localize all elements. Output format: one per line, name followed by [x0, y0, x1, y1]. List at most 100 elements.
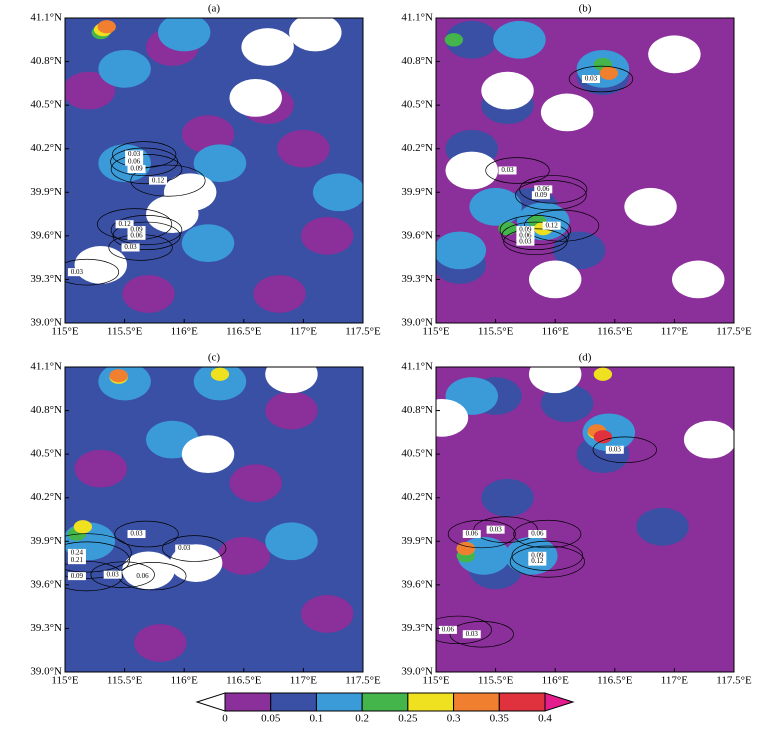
contour-label-bg [133, 572, 152, 581]
field-patch [265, 367, 318, 394]
x-tick-label: 117.5°E [345, 326, 381, 338]
field-patch [265, 522, 318, 561]
contour-label-bg [127, 165, 146, 174]
contour-label: 0.06 [531, 530, 544, 538]
x-tick-label: 115°E [422, 675, 449, 687]
contour-line [112, 221, 181, 251]
contour-label: 0.06 [537, 185, 550, 193]
y-tick-label: 39.9°N [401, 535, 433, 547]
field-patch [593, 430, 613, 444]
y-tick-label: 39.6°N [401, 578, 433, 590]
x-tick-label: 115.5°E [478, 675, 514, 687]
x-tick-label: 117°E [661, 675, 688, 687]
contour-label-bg [175, 544, 194, 553]
field-patch [683, 420, 734, 459]
contour-label: 0.12 [545, 221, 558, 229]
contour-label-bg [438, 625, 457, 634]
y-tick-label: 40.5°N [30, 99, 62, 111]
contour-label-bg [103, 570, 122, 579]
field-patch [301, 595, 354, 633]
field-patch [301, 216, 354, 255]
contour-label-bg [534, 185, 553, 194]
field-patch [74, 246, 127, 284]
field-patch [169, 544, 223, 582]
colorbar-label: 0.4 [538, 713, 552, 725]
field-patch [624, 187, 677, 226]
field-patch [289, 18, 342, 52]
y-tick-label: 40.8°N [401, 404, 433, 416]
field-patch [444, 33, 464, 47]
colorbar-label: 0.2 [355, 713, 369, 725]
contour-line [449, 620, 514, 648]
colorbar-label: 0.1 [310, 713, 324, 725]
contour-label: 0.06 [128, 157, 141, 165]
x-tick-label: 117.5°E [345, 675, 381, 687]
contour-label-bg [127, 231, 146, 240]
y-tick-label: 41.1°N [30, 12, 62, 24]
contour-label-bg [528, 557, 547, 566]
contour-label-bg [67, 268, 86, 277]
contour-label-bg [67, 548, 86, 557]
contour-line [90, 561, 155, 588]
contour-line [130, 164, 206, 197]
plot-frame [435, 366, 735, 673]
y-tick-label: 40.5°N [401, 448, 433, 460]
contour-label: 0.03 [466, 630, 479, 638]
field-patch [109, 369, 128, 383]
x-tick-label: 115.5°E [478, 326, 514, 338]
contour-label-bg [486, 525, 505, 534]
field-patch [445, 20, 498, 59]
contour-label-bg [462, 530, 481, 539]
field-patch [163, 173, 217, 212]
contour-line [436, 615, 492, 645]
field-patch [97, 20, 116, 34]
colorbar-bin [361, 692, 409, 712]
panel-title: (d) [579, 352, 592, 364]
contour-label-bg [581, 75, 600, 83]
y-tick-label: 39.3°N [30, 622, 62, 634]
field-patch [229, 79, 282, 117]
contour-label-bg [516, 237, 535, 246]
x-tick-label: 117.5°E [716, 326, 752, 338]
contour-label: 0.09 [130, 226, 143, 234]
contour-line [65, 541, 130, 579]
contour-line [473, 516, 538, 543]
x-tick-label: 116°E [542, 675, 569, 687]
field-patch [277, 129, 330, 168]
field-patch [469, 187, 522, 226]
contour-line [515, 180, 587, 211]
field-patch [229, 464, 282, 503]
contour-label-bg [516, 226, 535, 235]
colorbar-label: 0.05 [261, 713, 281, 725]
y-tick-label: 41.1°N [30, 361, 62, 373]
x-tick-label: 117°E [290, 326, 317, 338]
panel: 0.030.030.060.090.120.090.060.03 [436, 18, 734, 323]
colorbar-bin [270, 692, 317, 712]
colorbar-low [195, 692, 226, 712]
x-tick-label: 115.5°E [107, 675, 143, 687]
field-patch [98, 49, 151, 88]
contour-label: 0.03 [130, 530, 143, 538]
x-tick-label: 116.5°E [597, 326, 633, 338]
contour-label: 0.03 [128, 150, 141, 158]
contour-line [503, 228, 568, 255]
contour-label-bg [531, 191, 550, 200]
x-tick-label: 115°E [422, 326, 449, 338]
field-patch [672, 260, 725, 299]
contour-line [509, 545, 585, 578]
y-tick-label: 39.0°N [30, 666, 62, 678]
contour-label-bg [528, 530, 547, 539]
contour-label-bg [528, 551, 547, 560]
contour-label: 0.09 [531, 551, 544, 559]
field-patch [599, 66, 619, 80]
contour-line [65, 258, 120, 286]
colorbar-bin [224, 692, 272, 712]
contour-label: 0.09 [130, 165, 143, 173]
field-patch [217, 536, 271, 575]
contour-label: 0.03 [489, 525, 502, 533]
contour-label: 0.03 [178, 544, 191, 552]
contour-label: 0.24 [71, 549, 84, 557]
contour-label: 0.12 [118, 220, 131, 228]
contour-label-bg [127, 226, 146, 235]
